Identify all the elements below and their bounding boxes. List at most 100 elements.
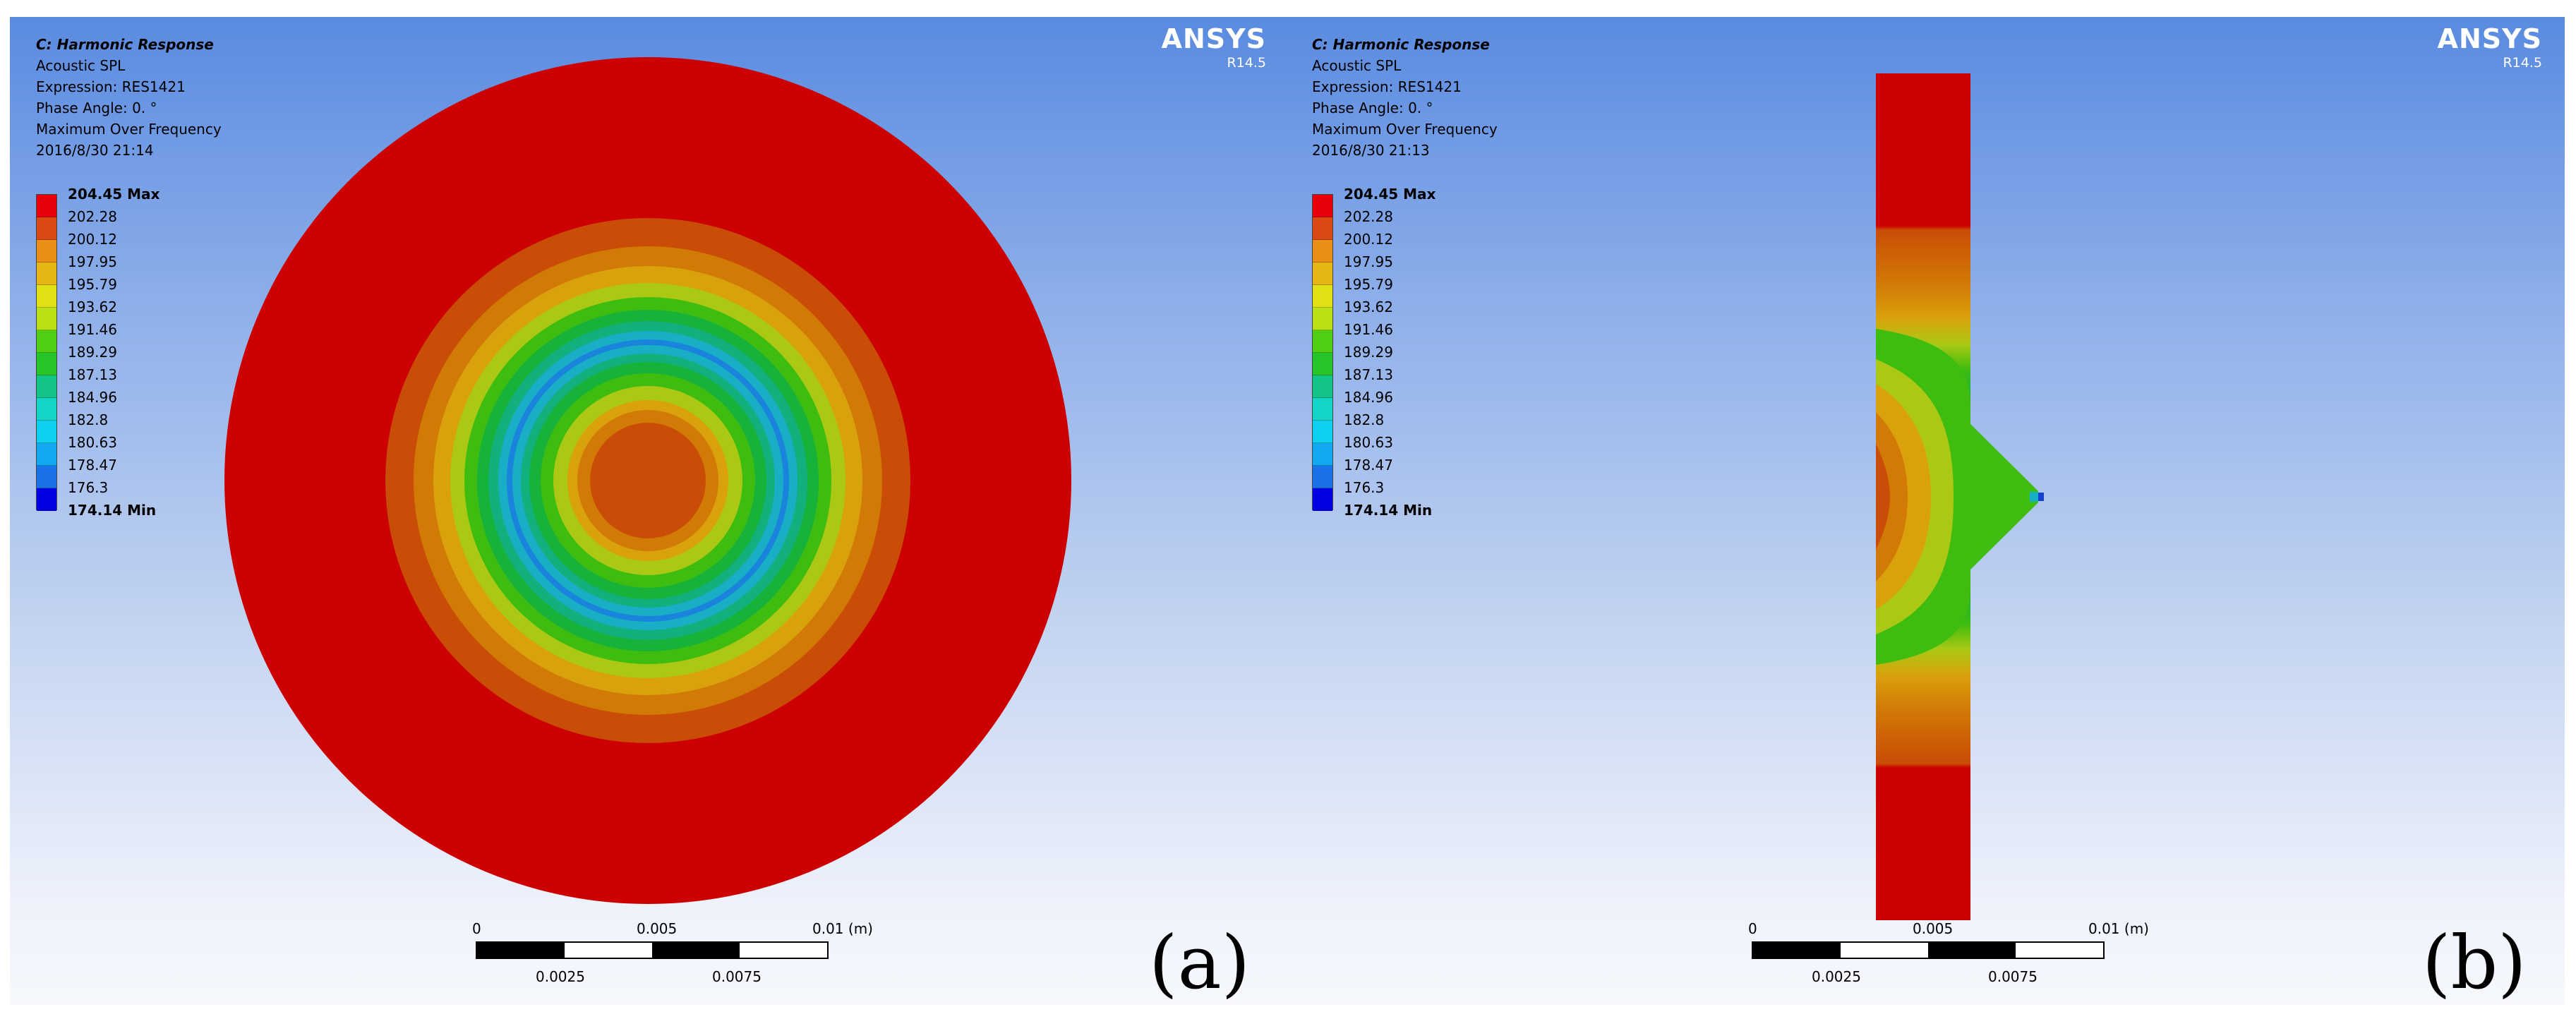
legend-label: 178.47: [68, 457, 117, 474]
scale-segment: [1753, 943, 1841, 958]
legend-label: 184.96: [68, 389, 117, 406]
legend-swatch: [37, 195, 56, 217]
brand-version: R14.5: [2503, 55, 2542, 71]
result-quantity: Acoustic SPL: [36, 57, 126, 74]
legend-label: 178.47: [1344, 457, 1393, 474]
legend-swatches: [36, 194, 57, 511]
scale-tick-label: 0.01 (m): [2088, 920, 2149, 937]
legend-label: 193.62: [68, 299, 117, 315]
legend-label: 202.28: [68, 208, 117, 225]
legend-swatch: [1313, 443, 1332, 466]
result-timestamp: 2016/8/30 21:14: [36, 142, 154, 159]
scale-tick-label: 0: [1748, 920, 1757, 937]
legend-label: 191.46: [1344, 321, 1393, 338]
legend-label: 184.96: [1344, 389, 1393, 406]
scale-tick-label: 0.01 (m): [812, 920, 873, 937]
legend-swatch: [37, 240, 56, 263]
brand-version: R14.5: [1227, 55, 1266, 71]
scale-segment: [740, 943, 827, 958]
result-scope: Maximum Over Frequency: [36, 121, 222, 138]
scale-bar: 0 0.005 0.01 (m) 0.0025 0.0075: [472, 920, 873, 998]
result-title: C: Harmonic Response: [1312, 36, 1490, 53]
legend-swatch: [1313, 285, 1332, 308]
legend-label: 195.79: [68, 276, 117, 293]
figure-label: (b): [2422, 920, 2527, 1005]
legend-swatch: [37, 285, 56, 308]
result-phase-angle: Phase Angle: 0. °: [1312, 100, 1433, 116]
legend-swatch: [1313, 308, 1332, 330]
result-scope: Maximum Over Frequency: [1312, 121, 1498, 138]
result-info: C: Harmonic Response Acoustic SPL Expres…: [1312, 34, 1498, 161]
legend-swatch: [37, 421, 56, 443]
legend-swatch: [1313, 421, 1332, 443]
tip-marker: [2038, 493, 2044, 501]
legend-swatch: [1313, 263, 1332, 285]
result-phase-angle: Phase Angle: 0. °: [36, 100, 157, 116]
legend-swatch: [37, 308, 56, 330]
contour-band: [590, 423, 706, 538]
legend-label: 182.8: [68, 411, 109, 428]
scale-subtick-label: 0.0025: [536, 968, 585, 985]
legend-swatch: [1313, 240, 1332, 263]
brand-name: ANSYS: [2437, 23, 2542, 54]
legend-label: 189.29: [1344, 344, 1393, 361]
viewport-panel-a[interactable]: C: Harmonic Response Acoustic SPL Expres…: [10, 17, 1289, 1005]
legend-swatch: [1313, 330, 1332, 353]
contour-lobe: [1876, 412, 1908, 581]
scale-segment: [2016, 943, 2103, 958]
figure-label: (a): [1149, 920, 1251, 1005]
legend-label: 197.95: [68, 253, 117, 270]
legend-swatch: [1313, 217, 1332, 240]
scale-segment: [477, 943, 565, 958]
legend-label: 197.95: [1344, 253, 1393, 270]
scale-segment: [1928, 943, 2016, 958]
legend-label: 180.63: [1344, 434, 1393, 451]
section-body: [1876, 73, 2038, 920]
legend-swatch: [1313, 398, 1332, 421]
legend-label: 191.46: [68, 321, 117, 338]
brand-name: ANSYS: [1161, 23, 1266, 54]
legend-swatch: [1313, 195, 1332, 217]
result-quantity: Acoustic SPL: [1312, 57, 1402, 74]
result-expression: Expression: RES1421: [1312, 78, 1462, 95]
legend-swatch: [1313, 488, 1332, 511]
section-contour-plot[interactable]: [1876, 73, 2088, 920]
disc-contour-plot[interactable]: [217, 49, 1078, 912]
scale-tick-label: 0: [472, 920, 481, 937]
result-title: C: Harmonic Response: [36, 36, 214, 53]
scale-segment: [1841, 943, 1928, 958]
legend-label: 193.62: [1344, 299, 1393, 315]
tip-region: [2030, 492, 2038, 502]
legend-swatch: [37, 488, 56, 511]
legend-label: 189.29: [68, 344, 117, 361]
scale-subtick-label: 0.0025: [1812, 968, 1861, 985]
legend-swatch: [37, 217, 56, 240]
result-expression: Expression: RES1421: [36, 78, 186, 95]
legend-swatch: [37, 353, 56, 375]
scale-subtick-label: 0.0075: [712, 968, 762, 985]
scale-bar-segments: [476, 941, 829, 959]
result-timestamp: 2016/8/30 21:13: [1312, 142, 1430, 159]
legend-swatch: [37, 330, 56, 353]
legend-max-label: 204.45 Max: [1344, 186, 1436, 203]
legend-label: 200.12: [1344, 231, 1393, 248]
legend-swatch: [37, 398, 56, 421]
scale-bar: 0 0.005 0.01 (m) 0.0025 0.0075: [1748, 920, 2149, 998]
legend-min-label: 174.14 Min: [1344, 502, 1433, 519]
viewport-panel-b[interactable]: C: Harmonic Response Acoustic SPL Expres…: [1286, 17, 2565, 1005]
contour-lobe: [1876, 444, 1890, 550]
legend-label: 176.3: [1344, 479, 1385, 496]
legend-label: 202.28: [1344, 208, 1393, 225]
ansys-logo: ANSYS R14.5: [1162, 23, 1266, 71]
scale-tick-label: 0.005: [1913, 920, 1954, 937]
legend-max-label: 204.45 Max: [68, 186, 160, 203]
result-info: C: Harmonic Response Acoustic SPL Expres…: [36, 34, 222, 161]
legend-label: 195.79: [1344, 276, 1393, 293]
scale-tick-label: 0.005: [637, 920, 678, 937]
legend-label: 187.13: [1344, 366, 1393, 383]
scale-segment: [652, 943, 740, 958]
legend-swatches: [1312, 194, 1333, 511]
legend-label: 187.13: [68, 366, 117, 383]
scale-subtick-label: 0.0075: [1988, 968, 2038, 985]
legend-label: 200.12: [68, 231, 117, 248]
